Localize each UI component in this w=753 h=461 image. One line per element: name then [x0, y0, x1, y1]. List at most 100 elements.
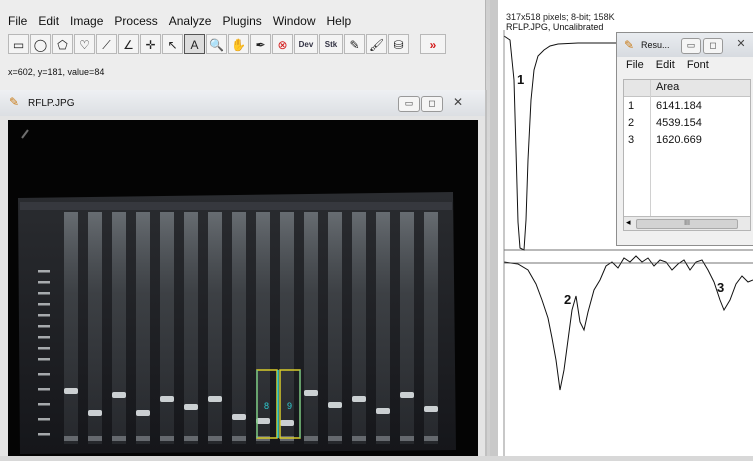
gel-image-canvas[interactable]: 8 9 [8, 120, 478, 456]
image-window-titlebar[interactable]: ✎ RFLP.JPG ▭ ◻ ✕ [0, 90, 485, 116]
ladder-band [38, 270, 50, 273]
ladder-band [38, 373, 50, 376]
column-header-area[interactable]: Area [656, 81, 680, 93]
results-menu-font[interactable]: Font [686, 59, 709, 71]
polygon-tool-icon[interactable]: ⬠ [52, 34, 73, 54]
column-divider [650, 80, 651, 230]
wand-tool-icon[interactable]: ↖ [162, 34, 183, 54]
gel-band [232, 436, 246, 441]
gel-lane [280, 212, 294, 444]
freehand-tool-icon[interactable]: ♡ [74, 34, 95, 54]
gel-band [64, 436, 78, 441]
stk-tool-icon[interactable]: Stk [319, 34, 343, 54]
menu-file[interactable]: File [8, 14, 28, 28]
angle-tool-icon[interactable]: ∠ [118, 34, 139, 54]
rectangle-tool-icon[interactable]: ▭ [8, 34, 29, 54]
minimize-icon[interactable]: ▭ [681, 38, 701, 54]
dev-tool-icon[interactable]: Dev [294, 34, 318, 54]
gel-band [424, 406, 438, 412]
gel-band [352, 436, 366, 441]
gel-band [64, 388, 78, 394]
gel-lane [256, 212, 270, 444]
peak-label-2: 2 [564, 292, 571, 307]
menu-image[interactable]: Image [70, 14, 104, 28]
stop-tool-icon[interactable]: ⊗ [272, 34, 293, 54]
text-tool-icon[interactable]: A [184, 34, 205, 54]
gel-lane [304, 212, 318, 444]
results-titlebar[interactable]: ✎ Resu... ▭ ◻ ✕ [617, 33, 753, 57]
row-area-value: 1620.669 [656, 134, 702, 146]
gel-lane [136, 212, 150, 444]
flood-fill-icon[interactable]: ⛁ [388, 34, 409, 54]
results-table[interactable]: Area 1 6141.184 2 4539.154 3 1620.669 ◂ … [623, 79, 751, 231]
line-tool-icon[interactable]: ⟋ [96, 34, 117, 54]
ladder-band [38, 388, 50, 391]
gel-band [328, 436, 342, 441]
gel-lane [328, 212, 342, 444]
scrollbar-thumb[interactable]: III [636, 219, 738, 229]
gel-band [112, 436, 126, 441]
results-menu-edit[interactable]: Edit [655, 59, 675, 71]
gel-band [184, 436, 198, 441]
plot-image-info: 317x518 pixels; 8-bit; 158K [506, 12, 615, 22]
dna-ladder [38, 270, 50, 436]
peak-label-3: 3 [717, 280, 724, 295]
point-tool-icon[interactable]: ✛ [140, 34, 161, 54]
gel-lane [424, 212, 438, 444]
menu-process[interactable]: Process [114, 14, 158, 28]
oval-tool-icon[interactable]: ◯ [30, 34, 51, 54]
scroll-left-icon[interactable]: ◂ [626, 217, 631, 227]
gel-band [160, 436, 174, 441]
maximize-icon[interactable]: ◻ [703, 38, 723, 54]
row-area-value: 4539.154 [656, 117, 702, 129]
gel-well-row [20, 202, 452, 210]
gel-band [208, 436, 222, 441]
status-readout: x=602, y=181, value=84 [8, 67, 105, 77]
gel-band [184, 404, 198, 410]
lane-profile-plot: 1 2 3 [503, 30, 753, 456]
menu-window[interactable]: Window [272, 14, 316, 28]
gel-band [88, 410, 102, 416]
results-menubar: File Edit Font [617, 59, 753, 71]
ladder-band [38, 403, 50, 406]
imagej-feather-icon: ✎ [9, 95, 20, 109]
gel-band [280, 420, 294, 426]
pencil-tool-icon[interactable]: ✎ [344, 34, 365, 54]
gel-scratch [21, 129, 29, 139]
row-index: 1 [628, 100, 635, 112]
gel-lane [88, 212, 102, 444]
gel-band [376, 436, 390, 441]
gel-lane [184, 212, 198, 444]
gel-band [352, 396, 366, 402]
color-picker-icon[interactable]: ✒ [250, 34, 271, 54]
brush-tool-icon[interactable]: 🖌 [366, 34, 387, 54]
gel-lane [352, 212, 366, 444]
close-icon[interactable]: ✕ [452, 95, 464, 109]
menu-help[interactable]: Help [326, 14, 352, 28]
gel-lane [64, 212, 78, 444]
results-menu-file[interactable]: File [626, 59, 644, 71]
menu-edit[interactable]: Edit [38, 14, 60, 28]
gel-band [328, 402, 342, 408]
gel-band [136, 410, 150, 416]
minimize-icon[interactable]: ▭ [398, 96, 420, 112]
maximize-icon[interactable]: ◻ [421, 96, 443, 112]
magnifier-tool-icon[interactable]: 🔍 [206, 34, 227, 54]
imagej-feather-icon: ✎ [624, 38, 635, 52]
gel-band [256, 418, 270, 424]
scroll-tool-icon[interactable]: ✋ [228, 34, 249, 54]
gel-image: 8 9 [8, 120, 478, 456]
close-icon[interactable]: ✕ [736, 38, 746, 50]
gel-band [304, 436, 318, 441]
more-tools-icon[interactable]: » [420, 34, 446, 54]
gel-band [88, 436, 102, 441]
ladder-band [38, 292, 50, 295]
gel-band [160, 396, 174, 402]
gel-lane [232, 212, 246, 444]
menu-analyze[interactable]: Analyze [168, 14, 212, 28]
horizontal-scrollbar[interactable]: ◂ III [624, 216, 750, 230]
menu-plugins[interactable]: Plugins [222, 14, 262, 28]
row-area-value: 6141.184 [656, 100, 702, 112]
ladder-band [38, 358, 50, 361]
gel-lane [160, 212, 174, 444]
